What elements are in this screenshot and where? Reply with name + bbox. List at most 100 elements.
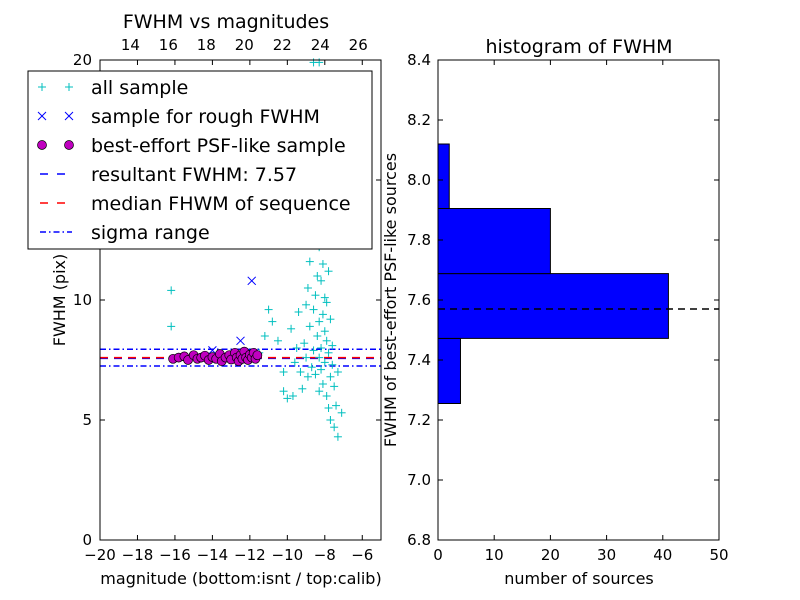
point-s0-0 — [167, 286, 176, 295]
point-s2-28 — [252, 350, 263, 361]
scatter-panel: −20−18−16−14−12−10−8−6 05101520 14161820… — [27, 11, 382, 588]
histogram-x-ticks: 0 10 20 30 40 50 — [433, 60, 729, 564]
point-s0-7 — [279, 368, 288, 376]
hist-bar-1 — [437, 273, 669, 339]
legend-marker — [38, 83, 46, 91]
point-s1-1 — [236, 336, 245, 346]
scatter-y-label: FWHM (pix) — [50, 254, 69, 347]
top-tick-label: 16 — [159, 36, 178, 54]
point-s1-2 — [208, 346, 217, 355]
point-s0-4 — [260, 332, 269, 340]
histogram-bars — [437, 143, 669, 404]
hist-y-tick-label: 8.2 — [407, 111, 431, 129]
point-s0-1 — [167, 322, 176, 331]
x-tick-label: −12 — [234, 546, 266, 564]
hist-y-tick-label: 7.8 — [407, 231, 431, 249]
point-s0-44 — [318, 260, 327, 268]
top-tick-label: 14 — [121, 36, 140, 54]
point-s0-61 — [328, 360, 337, 369]
histogram-title: histogram of FWHM — [485, 36, 672, 58]
x-tick-label: −6 — [351, 546, 373, 564]
point-s0-11 — [288, 392, 297, 400]
legend-entry: all sample — [38, 77, 188, 99]
top-x-ticks: 14 16 18 20 22 24 26 — [121, 36, 368, 54]
histogram-panel: 0 10 20 30 40 50 6.87.07.27.47.67.88.08.28.4 … — [381, 36, 729, 588]
point-s0-55 — [324, 348, 333, 357]
point-s0-27 — [309, 346, 318, 355]
point-s0-54 — [324, 267, 333, 276]
point-s0-45 — [318, 380, 327, 388]
point-s0-56 — [324, 404, 333, 412]
point-s0-14 — [294, 308, 303, 316]
legend-label: all sample — [91, 77, 188, 99]
point-s0-60 — [328, 341, 337, 350]
hist-bar-2 — [437, 208, 551, 275]
point-s0-22 — [305, 257, 314, 266]
top-tick-label: 26 — [349, 36, 368, 54]
point-s0-28 — [311, 291, 320, 300]
point-s0-64 — [332, 401, 341, 410]
point-s0-23 — [305, 322, 314, 331]
point-s0-31 — [313, 332, 322, 340]
point-s0-50 — [322, 298, 331, 307]
legend-marker — [65, 83, 73, 91]
hist-y-tick-label: 6.8 — [407, 531, 431, 549]
hist-y-tick-label: 8.0 — [407, 171, 431, 189]
x-tick-label: −14 — [197, 546, 229, 564]
y-tick-label: 5 — [82, 411, 92, 429]
hist-x-tick-label: 10 — [485, 546, 504, 564]
bottom-x-ticks: −20 −18 −16 −14 −12 −10 −8 −6 — [84, 60, 373, 564]
point-s1-0 — [247, 276, 257, 286]
point-s0-38 — [317, 276, 326, 285]
legend-label: median FHWM of sequence — [91, 193, 351, 215]
legend: all sample sample for rough FWHM best-effo… — [27, 70, 373, 250]
top-tick-label: 22 — [273, 36, 292, 54]
legend-box — [27, 70, 373, 250]
point-s0-42 — [318, 310, 327, 319]
histogram-x-label: number of sources — [504, 569, 654, 588]
y-tick-label: 0 — [82, 531, 92, 549]
scatter-title: FWHM vs magnitudes — [123, 11, 329, 33]
point-s0-65 — [333, 368, 342, 376]
point-s0-59 — [326, 416, 335, 424]
legend-entry: sigma range — [40, 222, 210, 244]
point-s0-9 — [283, 394, 292, 403]
x-tick-label: −16 — [159, 546, 191, 564]
scatter-points — [167, 58, 346, 441]
legend-marker — [37, 140, 47, 150]
legend-entry: median FHWM of sequence — [40, 193, 351, 215]
point-s0-5 — [268, 317, 277, 326]
legend-marker — [64, 111, 74, 121]
point-s0-53 — [322, 392, 331, 400]
hist-bar-3 — [437, 143, 450, 209]
point-s0-34 — [315, 353, 324, 362]
histogram-y-label: FWHM of best-effort PSF-like sources — [381, 153, 400, 447]
legend-label: resultant FWHM: 7.57 — [91, 164, 297, 186]
point-s0-52 — [322, 336, 331, 345]
point-s0-24 — [307, 363, 316, 372]
point-s0-37 — [315, 387, 324, 396]
point-s0-32 — [313, 272, 322, 280]
point-s0-57 — [326, 315, 335, 324]
point-s0-20 — [303, 284, 312, 292]
point-s0-73 — [264, 305, 273, 314]
hist-x-tick-label: 30 — [597, 546, 616, 564]
hist-x-tick-label: 20 — [541, 546, 560, 564]
x-tick-label: −10 — [272, 546, 304, 564]
y-tick-label: 20 — [73, 51, 92, 69]
legend-marker — [64, 140, 74, 150]
x-tick-label: −18 — [122, 546, 154, 564]
point-s0-67 — [337, 408, 346, 417]
hist-x-tick-label: 50 — [709, 546, 728, 564]
legend-label: best-effort PSF-like sample — [91, 135, 346, 157]
point-s0-16 — [298, 384, 307, 393]
top-tick-label: 24 — [311, 36, 330, 54]
point-s0-18 — [302, 353, 311, 362]
hist-y-tick-label: 8.4 — [407, 51, 431, 69]
point-s0-15 — [296, 368, 305, 376]
point-s0-46 — [320, 327, 329, 336]
legend-entry: sample for rough FWHM — [37, 106, 320, 128]
legend-entry: best-effort PSF-like sample — [37, 135, 346, 157]
hist-y-tick-label: 7.6 — [407, 291, 431, 309]
